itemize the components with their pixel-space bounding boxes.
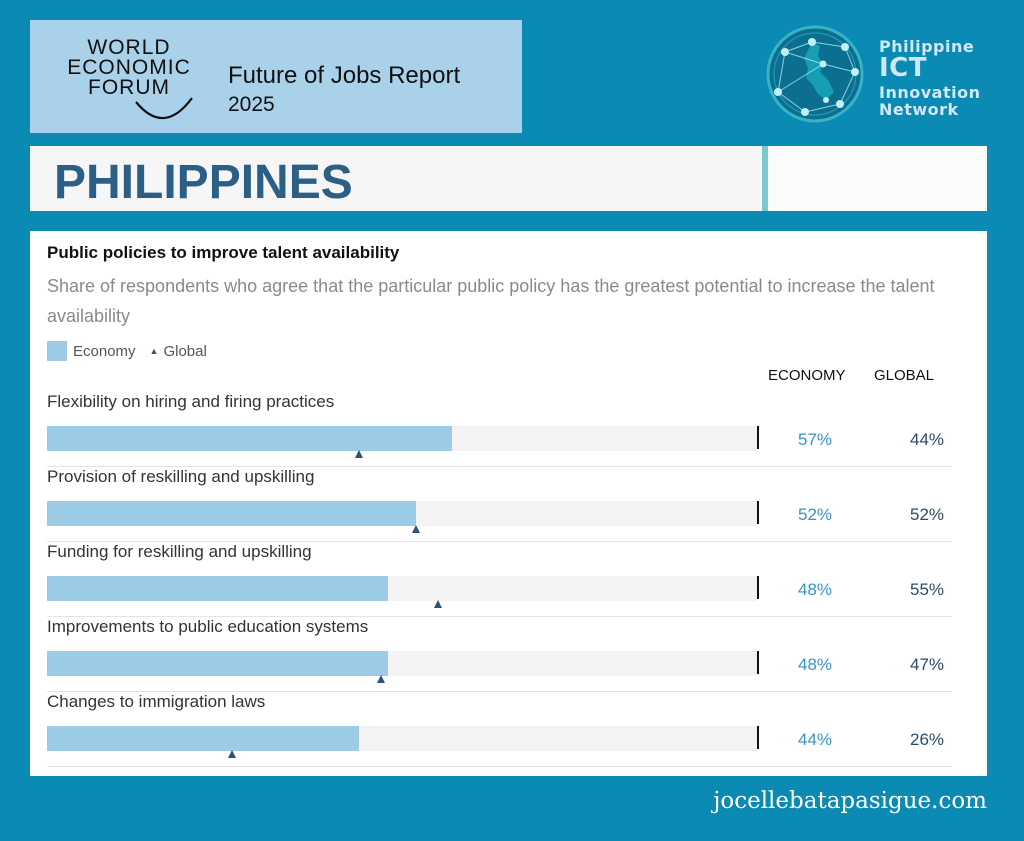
economy-value-label: 52% — [797, 505, 833, 524]
bar-end-line — [757, 501, 759, 524]
bar-track — [47, 426, 757, 451]
pin-text-line-2: ICT — [879, 53, 927, 83]
chart-row: Funding for reskilling and upskilling 48%… — [47, 542, 952, 617]
bar-track — [47, 576, 757, 601]
economy-bar — [47, 426, 452, 451]
global-marker-icon — [433, 600, 442, 608]
network-globe-icon — [766, 25, 864, 123]
economy-bar — [47, 576, 388, 601]
wef-arc-icon — [135, 97, 193, 120]
chart-subtitle: Share of respondents who agree that the … — [47, 276, 935, 326]
column-header-economy: ECONOMY — [768, 367, 846, 384]
chart-row: Flexibility on hiring and firing practic… — [47, 392, 952, 467]
pin-logo: Philippine ICT Innovation Network — [760, 22, 1000, 128]
bar-track — [47, 651, 757, 676]
row-label: Changes to immigration laws — [47, 692, 266, 711]
country-banner: PHILIPPINES — [30, 146, 987, 211]
website-url: jocellebatapasigue.com — [713, 788, 987, 814]
bar-end-line — [757, 651, 759, 674]
row-label: Funding for reskilling and upskilling — [47, 542, 312, 561]
global-value-label: 26% — [909, 730, 945, 749]
banner-accent-divider — [762, 146, 768, 211]
wef-logo-line-2: ECONOMIC — [67, 56, 191, 79]
wef-header: WORLD ECONOMIC FORUM Future of Jobs Repo… — [30, 20, 522, 133]
column-header-global: GLOBAL — [874, 367, 935, 384]
bar-end-line — [757, 576, 759, 599]
wef-logo-line-3: FORUM — [88, 76, 170, 99]
economy-value-label: 48% — [797, 580, 833, 599]
global-value-label: 52% — [909, 505, 945, 524]
legend-economy-label: Economy — [73, 342, 136, 360]
chart-panel: Public policies to improve talent availa… — [30, 231, 987, 776]
row-label: Improvements to public education systems — [47, 617, 369, 636]
economy-value-label: 48% — [797, 655, 833, 674]
economy-bar — [47, 726, 360, 751]
pin-text-line-1: Philippine — [879, 37, 975, 56]
global-marker-icon — [227, 750, 236, 758]
global-marker-icon — [355, 450, 364, 458]
banner-right-segment — [768, 146, 987, 211]
bar-track — [47, 501, 757, 526]
chart-row: Improvements to public education systems… — [47, 617, 952, 692]
bar-end-line — [757, 726, 759, 749]
economy-bar — [47, 651, 388, 676]
wef-logo: WORLD ECONOMIC FORUM — [64, 36, 194, 120]
row-label: Provision of reskilling and upskilling — [47, 467, 315, 486]
chart-legend: Economy ▲ Global — [47, 341, 207, 361]
economy-value-label: 57% — [797, 430, 833, 449]
chart-row: Provision of reskilling and upskilling 52… — [47, 467, 952, 542]
global-value-label: 55% — [909, 580, 945, 599]
bar-end-line — [757, 426, 759, 449]
report-title: Future of Jobs Report — [228, 62, 461, 89]
economy-value-label: 44% — [797, 730, 833, 749]
pin-text-line-4: Network — [879, 100, 959, 119]
wef-logo-line-1: WORLD — [87, 36, 171, 59]
legend-global-label: Global — [163, 342, 207, 360]
chart-row: Changes to immigration laws 44% 26% — [47, 692, 952, 767]
global-marker-icon — [412, 525, 421, 533]
report-year: 2025 — [228, 93, 275, 116]
global-value-label: 44% — [909, 430, 945, 449]
pin-text-line-3: Innovation — [879, 83, 981, 102]
bar-track — [47, 726, 757, 751]
chart-title: Public policies to improve talent availa… — [47, 243, 400, 262]
country-name: PHILIPPINES — [54, 156, 353, 209]
row-label: Flexibility on hiring and firing practic… — [47, 392, 335, 411]
global-value-label: 47% — [909, 655, 945, 674]
global-marker-icon — [376, 675, 385, 683]
legend-economy-swatch — [47, 341, 67, 361]
legend-global-triangle-icon: ▲ — [149, 346, 159, 356]
economy-bar — [47, 501, 417, 526]
